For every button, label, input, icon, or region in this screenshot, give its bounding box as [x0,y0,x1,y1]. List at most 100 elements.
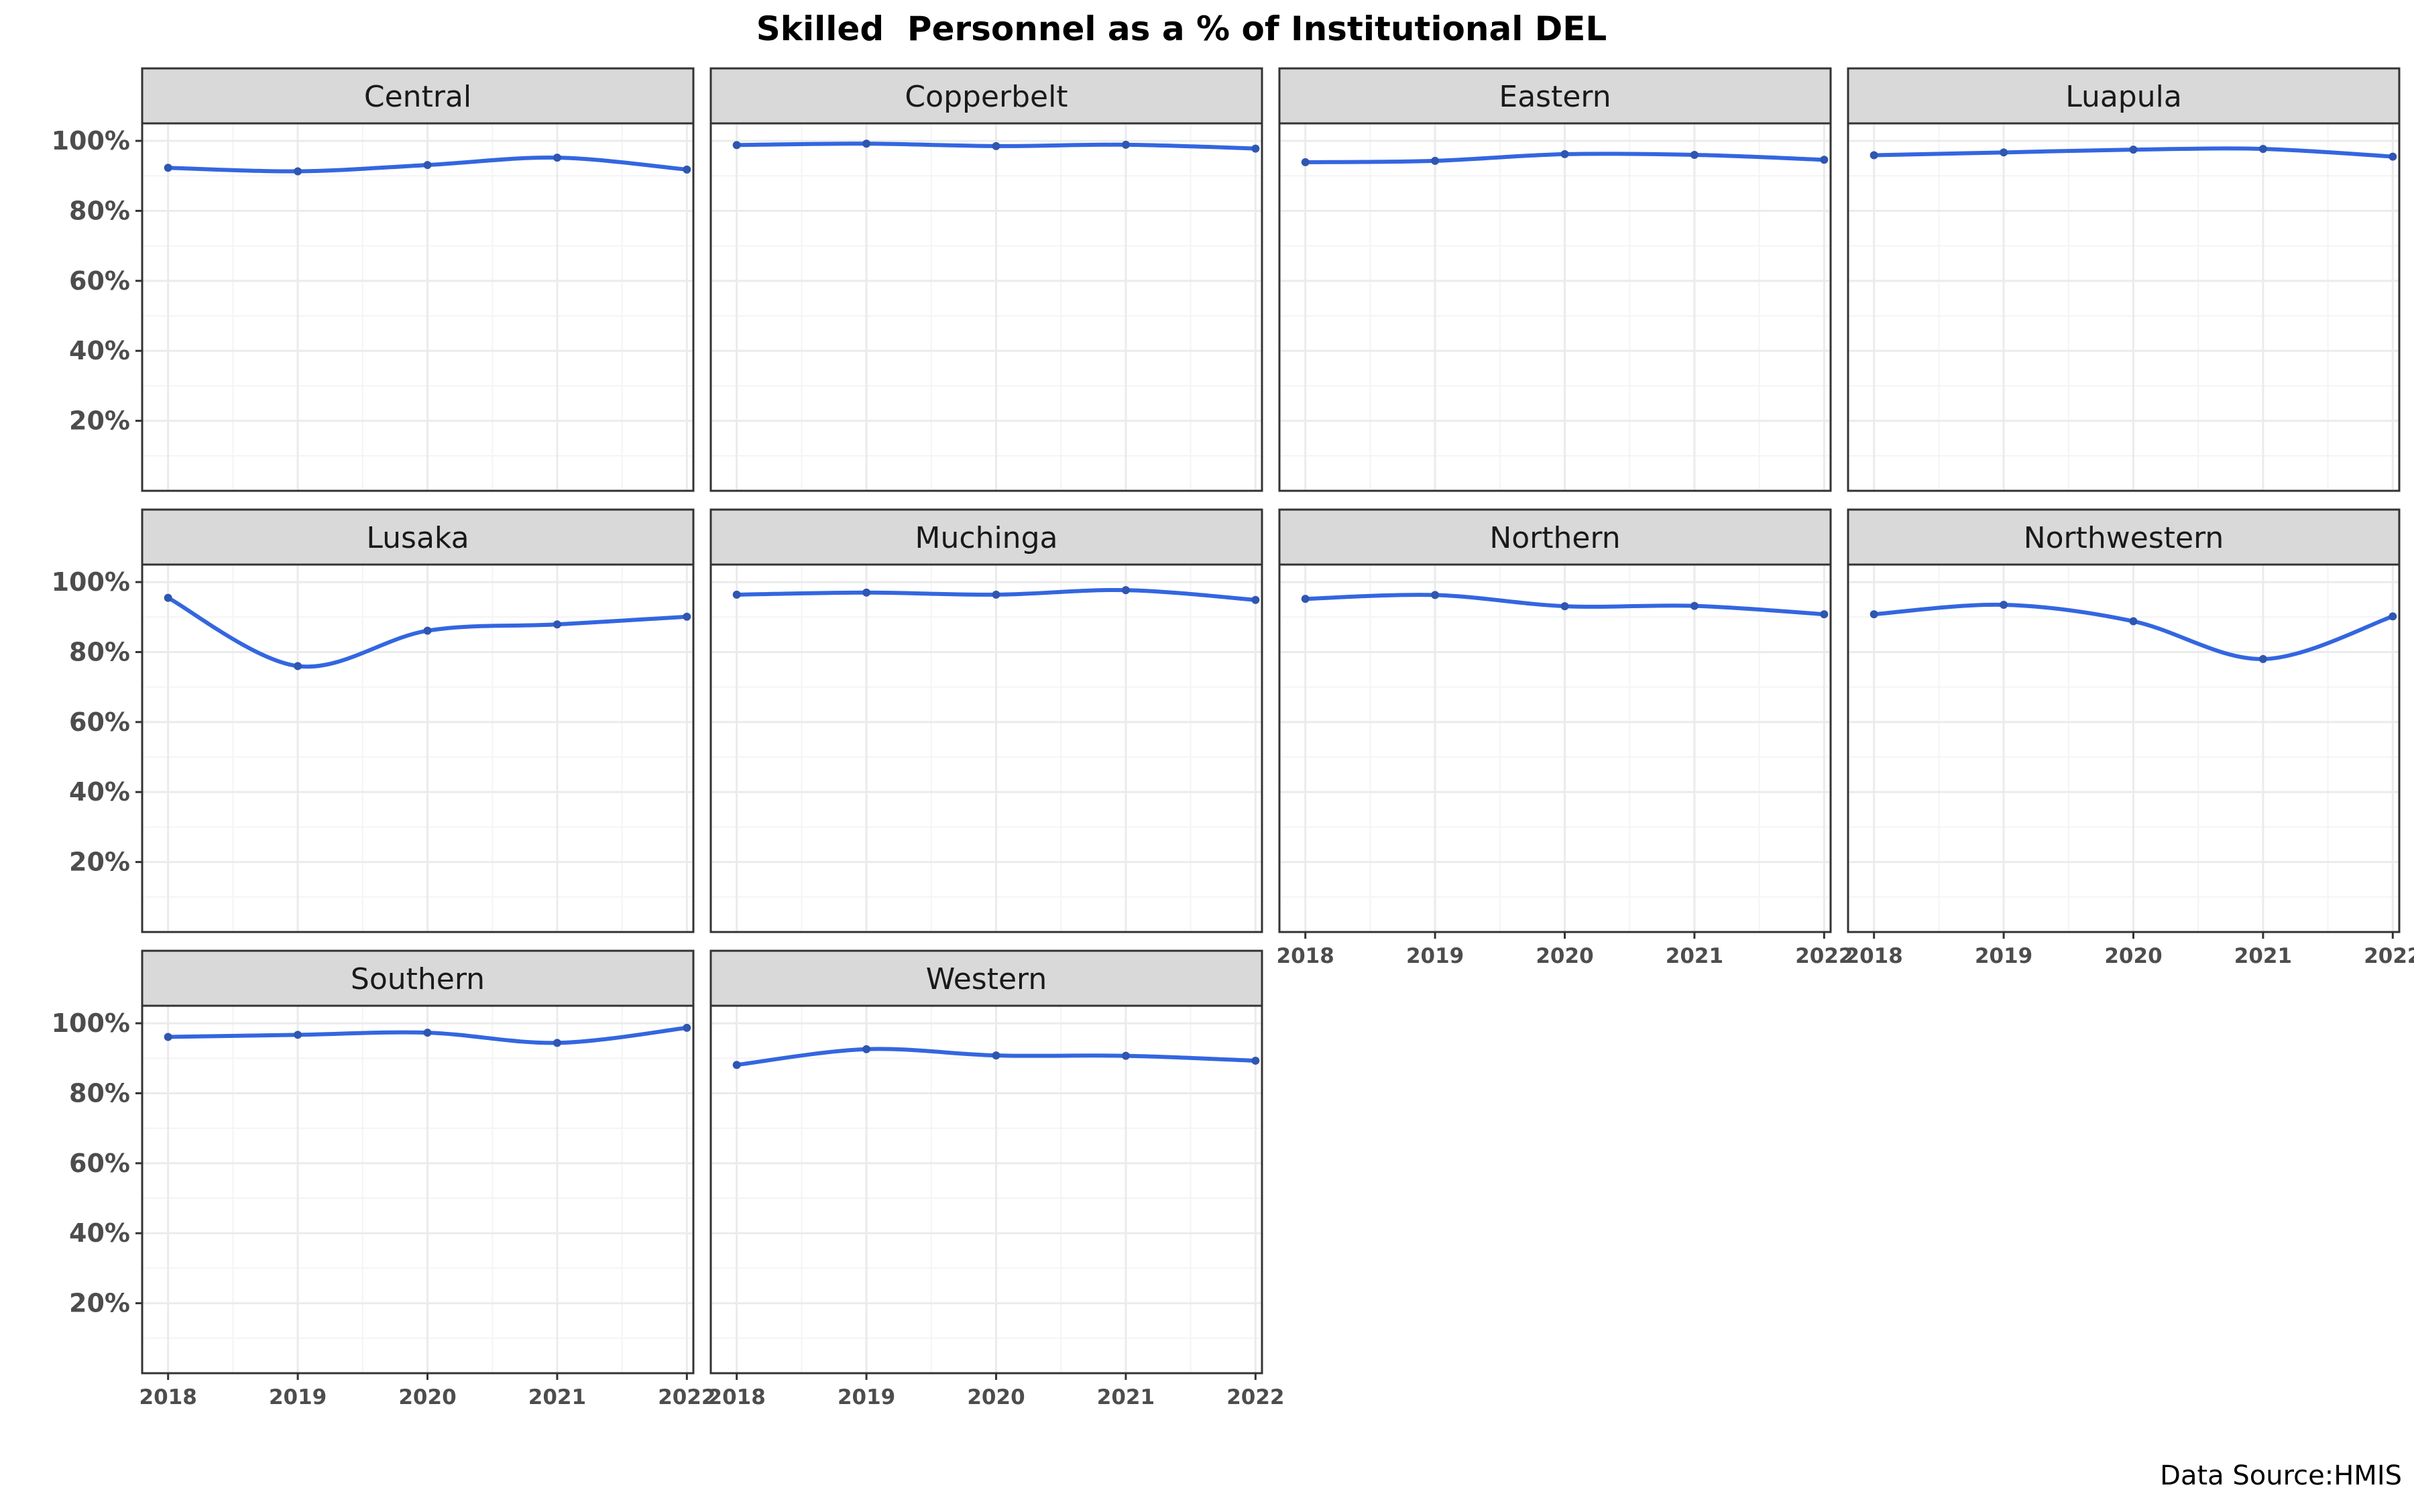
data-point-2021 [2258,654,2267,663]
x-tick-label: 2020 [967,1385,1025,1409]
y-tick-label: 60% [69,266,130,296]
panel-background [1279,565,1831,932]
x-tick-label: 2018 [1277,944,1334,968]
data-point-2022 [683,612,691,621]
data-point-2018 [1870,610,1878,619]
facet-northern: Northern 2018 2019 2020 2021 2022 [1277,508,1853,968]
data-point-2020 [992,141,1000,150]
panel-background [1848,123,2399,491]
data-point-2020 [992,590,1000,599]
data-point-2018 [732,141,741,150]
facet-strip [141,949,695,1007]
data-point-2022 [683,165,691,174]
facet-strip [1847,67,2401,125]
data-point-2021 [553,154,561,162]
facet-strip [141,508,695,566]
x-tick-label: 2021 [1097,1385,1155,1409]
facet-strip-label: Muchinga [915,521,1058,555]
facet-strip-label: Western [926,962,1047,996]
data-point-2018 [1301,158,1310,166]
data-point-2021 [1690,150,1699,159]
facet-strip [1278,67,1832,125]
data-point-2021 [553,1039,561,1047]
facet-copperbelt: Copperbelt [709,67,1263,492]
x-tick-label: 2019 [1406,944,1464,968]
y-tick-label: 20% [69,406,130,436]
y-tick-label: 80% [69,196,130,225]
x-tick-label: 2018 [139,1385,197,1409]
panel-background [1848,565,2399,932]
y-tick-label: 20% [69,1289,130,1318]
y-tick-label: 80% [69,637,130,666]
y-tick-label: 40% [69,777,130,807]
x-tick-label: 2022 [1226,1385,1284,1409]
facet-strip-label: Luapula [2065,80,2182,114]
data-point-2020 [423,161,432,170]
x-tick-label: 2019 [269,1385,327,1409]
x-tick-label: 2021 [528,1385,586,1409]
facet-lusaka: Lusaka 20% 40% 60% 80% 100% [52,508,695,933]
facet-northwestern: Northwestern 2018 2019 2020 2021 2022 [1845,508,2414,968]
data-point-2021 [553,620,561,629]
x-tick-label: 2022 [658,1385,715,1409]
data-point-2022 [1251,1056,1260,1065]
facet-panels: Central 20% 40% 60% 80% 100% Copperbelt Eastern… [52,67,2414,1409]
data-point-2019 [862,588,871,597]
x-tick-label: 2020 [398,1385,456,1409]
facet-southern: Southern 20% 40% 60% 80% 100% 2018 2019 2020 2021… [52,949,715,1409]
data-point-2019 [1431,591,1440,599]
x-tick-label: 2022 [2364,944,2414,968]
y-tick-label: 20% [69,848,130,877]
y-tick-label: 100% [52,1008,130,1038]
x-tick-label: 2018 [708,1385,766,1409]
data-point-2022 [1251,595,1260,604]
data-point-2018 [164,593,172,602]
data-point-2021 [1690,601,1699,610]
x-tick-label: 2021 [2234,944,2292,968]
facet-muchinga: Muchinga [709,508,1263,933]
y-tick-label: 100% [52,126,130,156]
x-tick-label: 2020 [2104,944,2162,968]
y-tick-label: 40% [69,336,130,365]
y-tick-label: 60% [69,707,130,737]
chart-title: Skilled Personnel as a % of Institutiona… [756,9,1607,48]
facet-luapula: Luapula [1847,67,2401,492]
data-point-2018 [732,590,741,599]
data-point-2022 [1251,144,1260,153]
facet-strip [709,67,1263,125]
data-point-2020 [1560,602,1569,611]
data-source-caption: Data Source:HMIS [2160,1460,2402,1491]
y-tick-label: 100% [52,567,130,597]
panel-background [711,1006,1262,1373]
data-point-2018 [732,1061,741,1069]
facet-strip-label: Lusaka [366,521,469,555]
facet-strip-label: Southern [351,962,485,996]
data-point-2021 [1121,586,1130,595]
data-point-2022 [2389,152,2397,161]
data-point-2019 [2000,601,2008,609]
x-tick-label: 2019 [838,1385,895,1409]
x-tick-label: 2022 [1795,944,1853,968]
y-tick-label: 40% [69,1218,130,1248]
data-point-2019 [862,1045,871,1053]
panel-background [142,123,693,491]
data-point-2022 [2389,612,2397,621]
data-point-2020 [2129,617,2138,626]
panel-background [142,565,693,932]
data-point-2022 [1820,610,1829,619]
data-point-2018 [164,1033,172,1041]
panel-background [142,1006,693,1373]
facet-strip [709,508,1263,566]
x-tick-label: 2021 [1666,944,1723,968]
facet-eastern: Eastern [1278,67,1832,492]
data-point-2019 [1431,156,1440,165]
data-point-2020 [423,1029,432,1037]
data-point-2020 [1560,150,1569,158]
facet-strip-label: Northwestern [2024,521,2224,555]
x-tick-label: 2018 [1845,944,1903,968]
facet-western: Western 2018 2019 2020 2021 2022 [708,949,1284,1409]
facet-strip-label: Eastern [1499,80,1611,114]
data-point-2020 [2129,146,2138,154]
data-point-2020 [992,1051,1000,1060]
data-point-2019 [294,167,302,176]
